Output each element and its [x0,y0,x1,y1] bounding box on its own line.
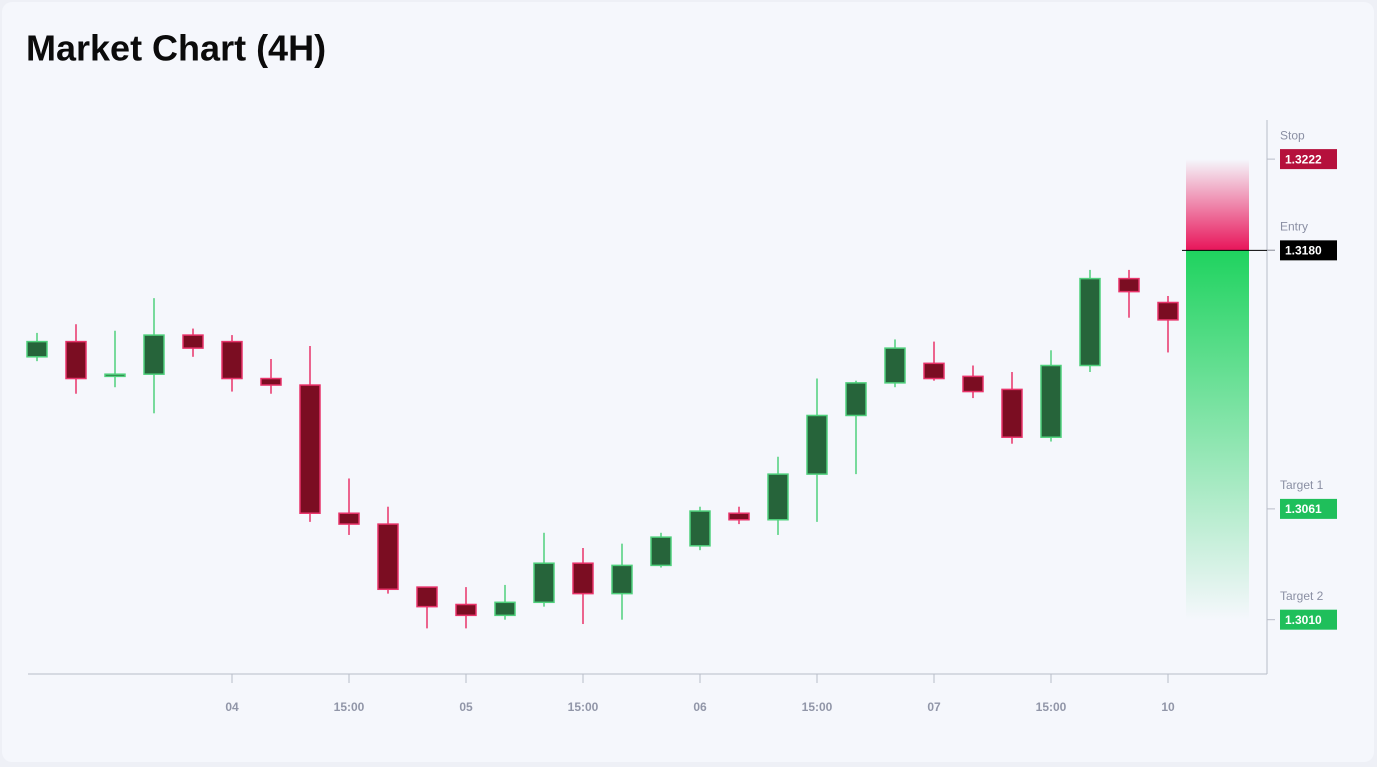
candle-body [338,512,360,525]
candle-body [221,340,243,380]
candle-body [1001,388,1023,438]
level-box [1280,149,1337,170]
candle-body [416,586,438,608]
level-name: Target 2 [1280,589,1324,603]
level-value: 1.3180 [1285,244,1322,258]
candle-body [572,562,594,595]
level-box [1280,498,1337,519]
candle-body [182,334,204,349]
level-value: 1.3061 [1285,502,1322,516]
candle-body [26,340,48,358]
candle-body [143,334,165,375]
candle-body [962,375,984,393]
candle-body [455,603,477,617]
candle-body [494,601,516,617]
x-tick-label: 15:00 [334,700,365,714]
candle-body [1040,364,1062,438]
x-tick-label: 15:00 [568,700,599,714]
candle-body [1079,277,1101,367]
level-name: Entry [1280,220,1308,234]
x-tick-label: 10 [1161,700,1175,714]
x-tick-label: 15:00 [802,700,833,714]
candle-body [299,384,321,514]
candle-body [845,382,867,417]
candle-body [104,373,126,378]
candle-body [728,512,750,521]
level-value: 1.3222 [1285,152,1322,166]
candle-body [533,562,555,604]
stop-zone [1186,159,1249,251]
candle-body [611,564,633,595]
level-box [1280,240,1337,261]
chart-title: Market Chart (4H) [26,28,326,69]
candle-body [65,340,87,380]
x-tick-label: 06 [693,700,707,714]
candle-body [1157,301,1179,321]
candle-body [923,362,945,380]
x-tick-label: 07 [927,700,941,714]
level-name: Target 1 [1280,478,1324,492]
level-name: Stop [1280,128,1305,142]
x-tick-label: 05 [459,700,473,714]
candle-body [884,347,906,384]
level-value: 1.3010 [1285,613,1322,627]
candle-body [260,377,282,386]
candle-body [806,414,828,475]
level-box [1280,609,1337,630]
x-tick-label: 15:00 [1036,700,1067,714]
target-zone [1186,250,1249,620]
x-tick-label: 04 [225,700,239,714]
candle-body [1118,277,1140,293]
candle-body [650,536,672,567]
candle-body [689,510,711,547]
candle-body [377,523,399,591]
candle-body [767,473,789,521]
